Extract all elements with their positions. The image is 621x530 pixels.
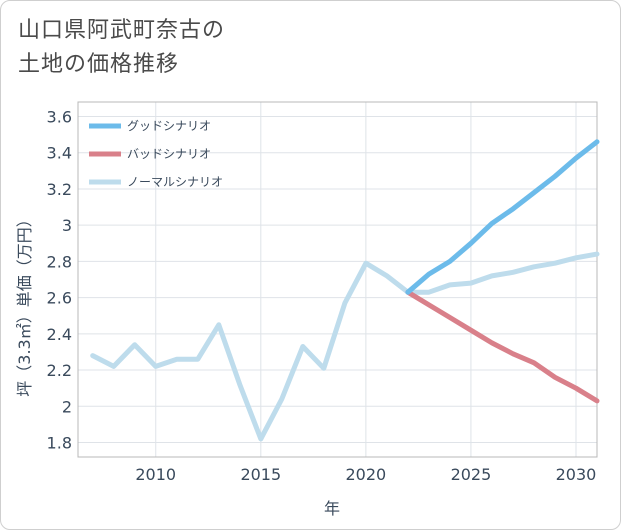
series-lines xyxy=(90,139,600,442)
y-tick-label: 3 xyxy=(62,216,72,235)
plot-area-border xyxy=(77,101,598,458)
y-tick-label: 2.4 xyxy=(47,325,72,344)
legend-label: バッドシナリオ xyxy=(127,147,211,161)
series-line-0 xyxy=(405,139,600,295)
y-tick-label: 3.4 xyxy=(47,144,72,163)
x-tick-label: 2025 xyxy=(451,465,492,484)
x-axis-ticks: 2010 2015 2020 2025 2030 xyxy=(135,465,596,484)
x-axis-label: 年 xyxy=(324,499,340,518)
y-tick-label: 3.2 xyxy=(47,180,72,199)
y-axis-label: 坪（3.3㎡）単価（万円） xyxy=(15,211,34,396)
chart-title: 山口県阿武町奈古の 土地の価格推移 xyxy=(18,14,225,82)
series-line-1 xyxy=(405,289,600,404)
y-axis-ticks: 1.8 2 2.2 2.4 2.6 2.8 3 3.2 3.4 3.6 xyxy=(47,107,72,452)
x-tick-label: 2020 xyxy=(346,465,387,484)
y-tick-label: 2.8 xyxy=(47,252,72,271)
y-tick-label: 2 xyxy=(62,397,72,416)
legend-label: ノーマルシナリオ xyxy=(127,175,223,189)
chart-title-line-1: 山口県阿武町奈古の xyxy=(18,18,226,43)
legend-label: グッドシナリオ xyxy=(127,119,211,133)
y-tick-label: 2.2 xyxy=(47,361,72,380)
x-tick-label: 2030 xyxy=(556,465,597,484)
x-tick-label: 2015 xyxy=(240,465,281,484)
x-tick-label: 2010 xyxy=(135,465,176,484)
chart-title-line-2: 土地の価格推移 xyxy=(18,52,180,77)
y-tick-label: 2.6 xyxy=(47,289,72,308)
y-tick-label: 1.8 xyxy=(47,434,72,453)
y-tick-label: 3.6 xyxy=(47,107,72,126)
series-line-2 xyxy=(90,251,600,442)
